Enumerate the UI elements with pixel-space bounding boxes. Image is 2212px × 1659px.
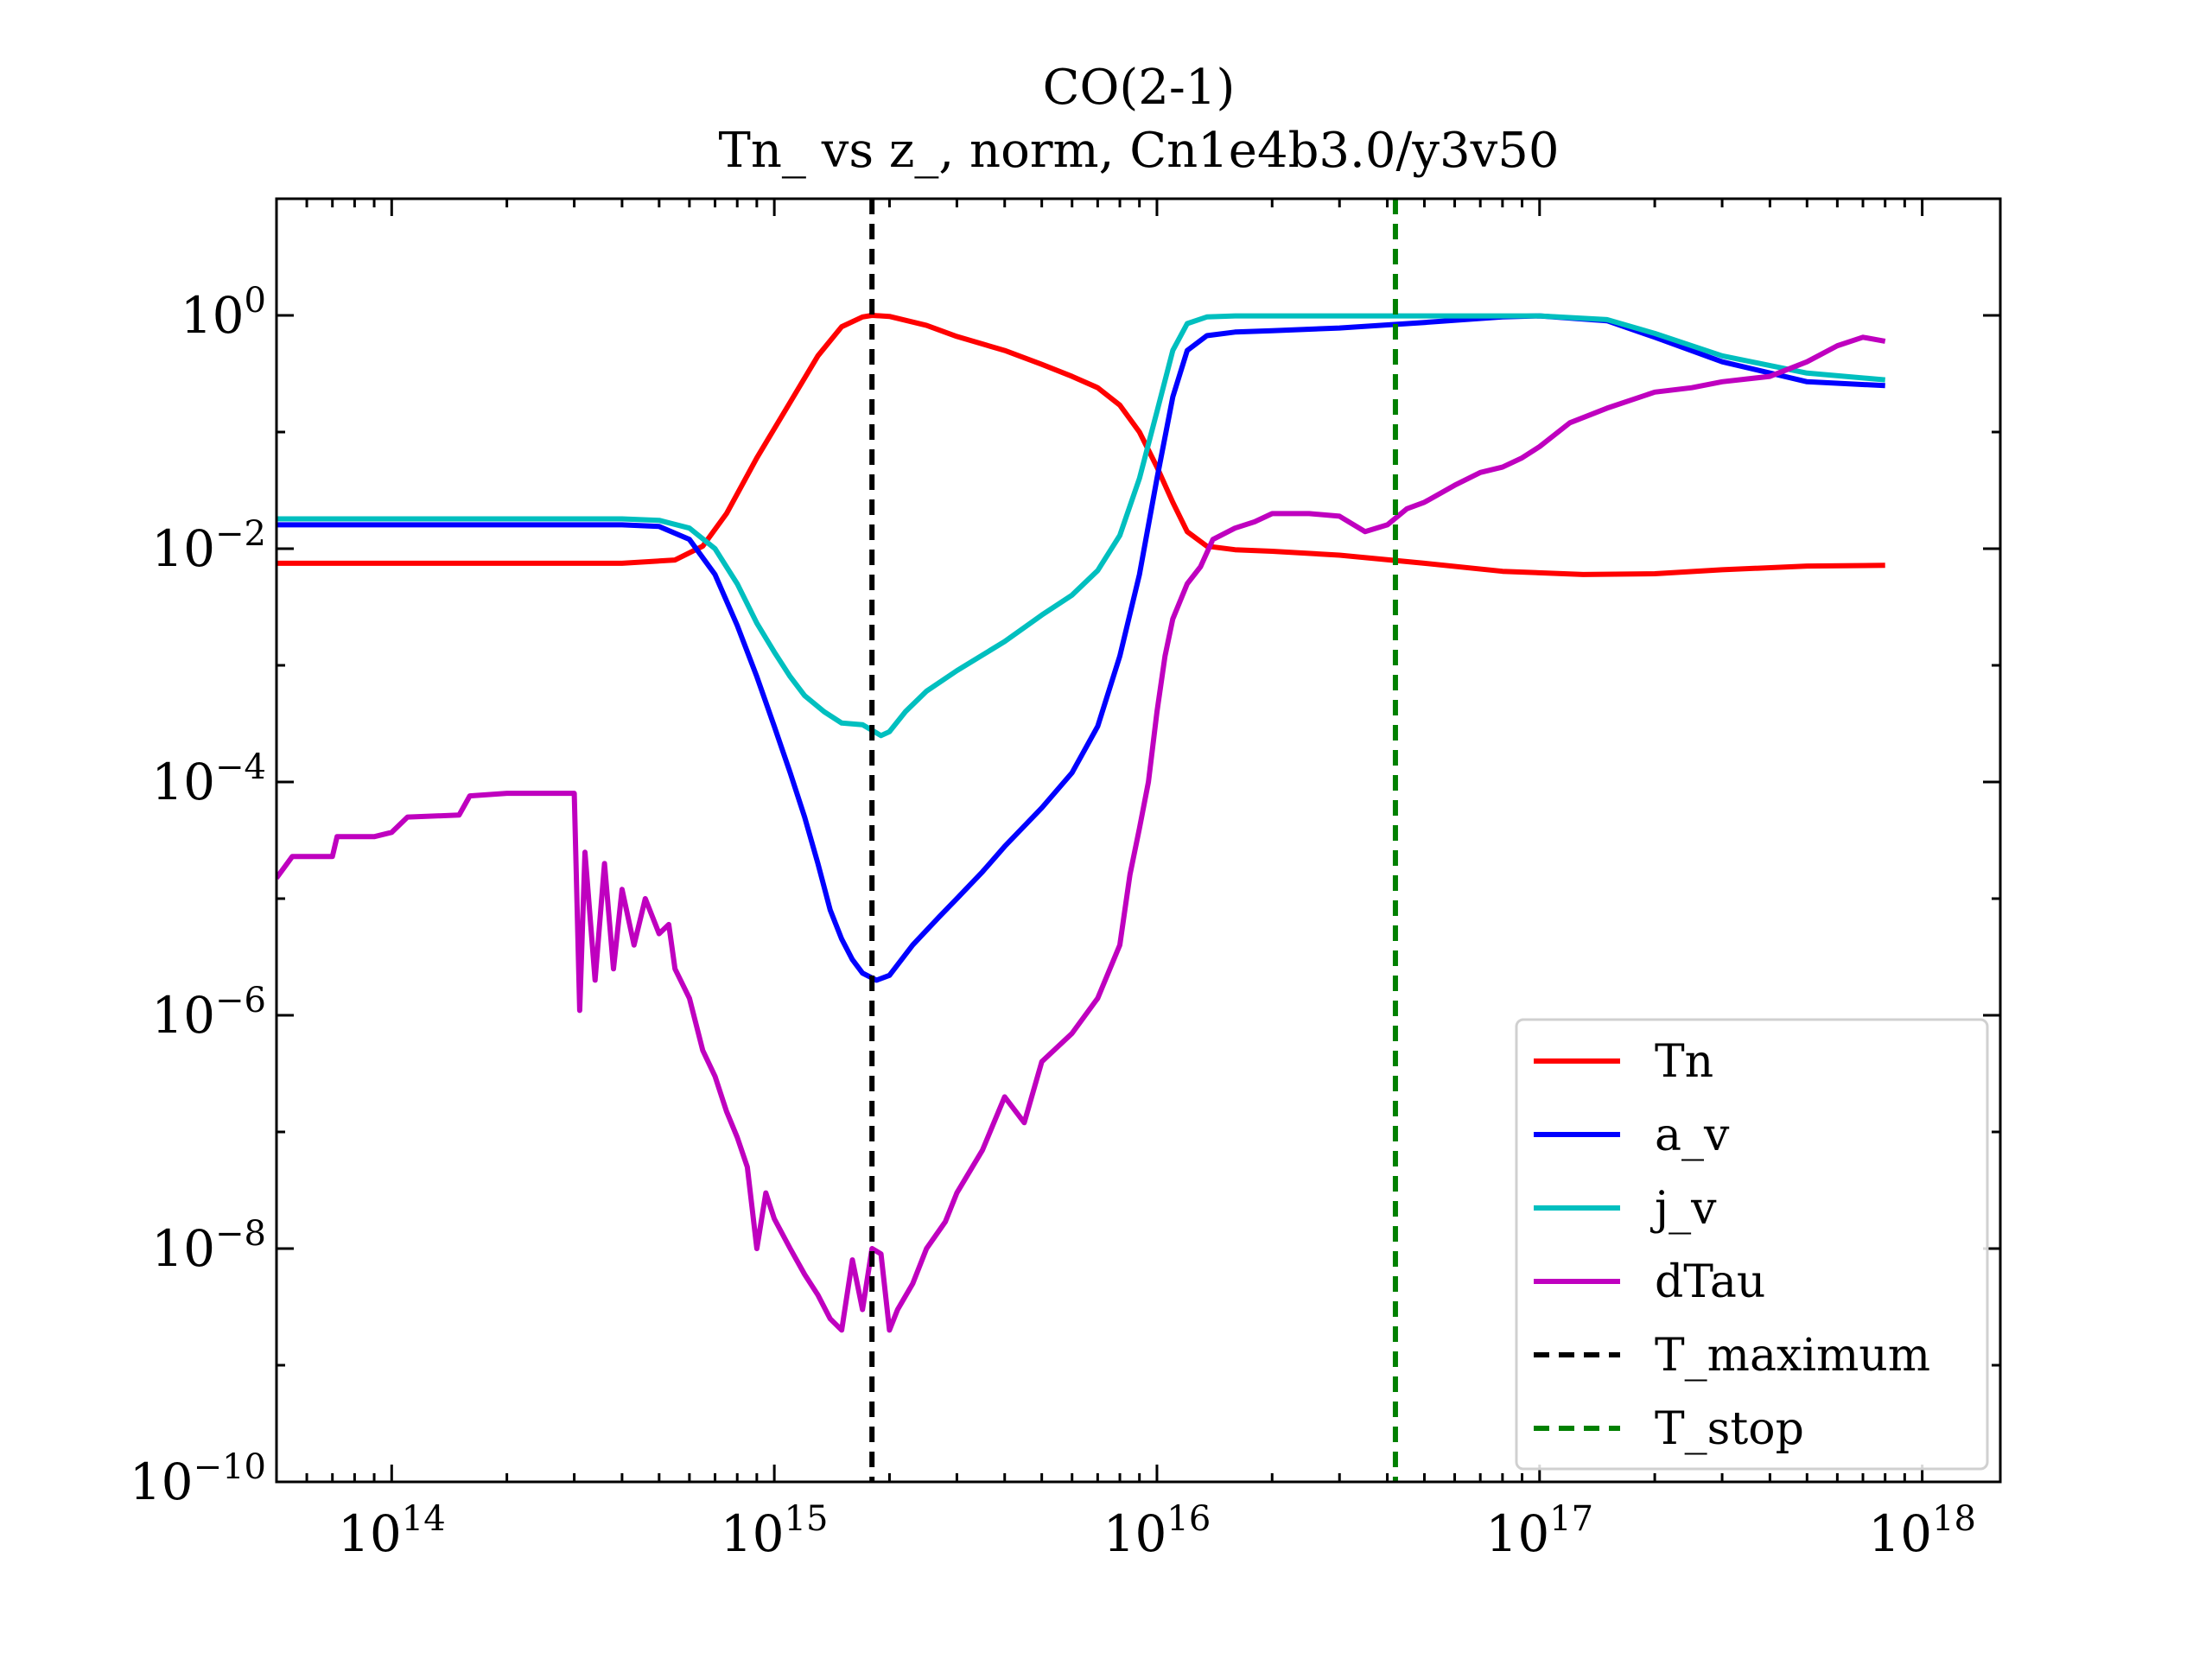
legend-label-dtau: dTau	[1655, 1256, 1765, 1308]
series-layer	[276, 199, 1886, 1482]
legend-label-tn: Tn	[1655, 1036, 1713, 1088]
chart-title: CO(2-1)	[1043, 60, 1236, 116]
x-tick-label: 1014	[338, 1499, 446, 1563]
x-tick-label: 1017	[1485, 1499, 1593, 1563]
series-line-j-v	[276, 313, 1885, 739]
y-tick-label: 10−8	[151, 1214, 266, 1278]
series-line-a-v	[276, 313, 1885, 983]
y-tick-label: 10−6	[151, 981, 266, 1045]
x-tick-label: 1016	[1103, 1499, 1211, 1563]
y-tick-label: 10−2	[151, 514, 266, 578]
legend-label-j-v: j_v	[1650, 1183, 1717, 1235]
legend-box	[1515, 1018, 1989, 1471]
chart-subtitle: Tn_ vs z_, norm, Cn1e4b3.0/y3v50	[719, 123, 1560, 179]
legend-label-a-v: a_v	[1655, 1109, 1730, 1161]
x-tick-label: 1015	[721, 1499, 829, 1563]
series-line-dtau	[276, 334, 1886, 1333]
ticks-layer: 1014 1015 1016 1017 1018 100 10−2 10−4 10−6 10−8 1…	[130, 197, 2000, 1563]
legend-label-t-maximum: T_maximum	[1655, 1330, 1930, 1382]
y-tick-label: 100	[181, 281, 266, 345]
legend: Tn a_v j_v dTau T_maximum T_stop	[1515, 1018, 1989, 1471]
x-tick-label: 1018	[1868, 1499, 1976, 1563]
legend-label-t-stop: T_stop	[1655, 1403, 1804, 1455]
y-tick-label: 10−4	[151, 747, 266, 811]
y-tick-label: 10−10	[130, 1447, 266, 1511]
series-line-tn	[276, 313, 1885, 577]
